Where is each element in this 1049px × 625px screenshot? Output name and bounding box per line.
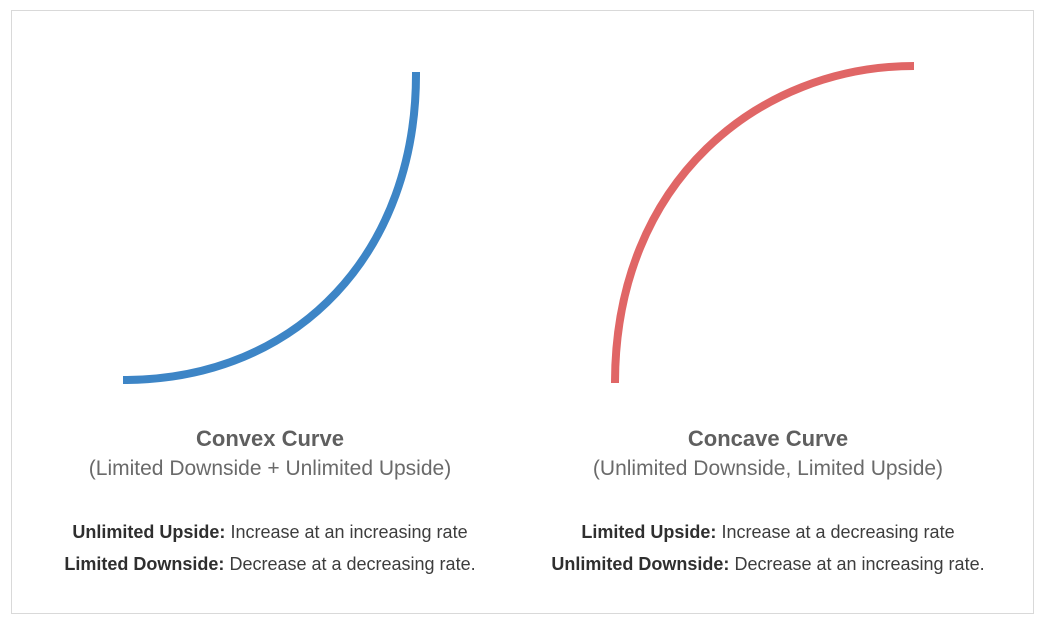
convex-upside-line: Unlimited Upside: Increase at an increas…	[20, 516, 520, 548]
convex-upside-label: Unlimited Upside:	[72, 522, 226, 542]
convex-downside-label: Limited Downside:	[64, 554, 225, 574]
convex-title: Convex Curve	[196, 426, 344, 451]
concave-curve	[611, 62, 915, 384]
convex-curve	[122, 71, 421, 384]
concave-panel: Concave Curve (Unlimited Downside, Limit…	[518, 424, 1018, 580]
convex-description: Unlimited Upside: Increase at an increas…	[20, 516, 520, 580]
concave-description: Limited Upside: Increase at a decreasing…	[518, 516, 1018, 580]
convex-subtitle: (Limited Downside + Unlimited Upside)	[88, 457, 452, 480]
convex-downside-line: Limited Downside: Decrease at a decreasi…	[20, 548, 520, 580]
concave-downside-line: Unlimited Downside: Decrease at an incre…	[518, 548, 1018, 580]
diagram-frame	[11, 10, 1034, 614]
concave-upside-line: Limited Upside: Increase at a decreasing…	[518, 516, 1018, 548]
concave-upside-text: Increase at a decreasing rate	[716, 522, 955, 542]
concave-downside-label: Unlimited Downside:	[551, 554, 730, 574]
convex-upside-text: Increase at an increasing rate	[225, 522, 468, 542]
concave-downside-text: Decrease at an increasing rate.	[729, 554, 985, 574]
convex-panel: Convex Curve (Limited Downside + Unlimit…	[20, 424, 520, 580]
convex-downside-text: Decrease at a decreasing rate.	[224, 554, 476, 574]
concave-title: Concave Curve	[687, 426, 849, 451]
concave-subtitle: (Unlimited Downside, Limited Upside)	[592, 457, 944, 480]
concave-upside-label: Limited Upside:	[581, 522, 717, 542]
